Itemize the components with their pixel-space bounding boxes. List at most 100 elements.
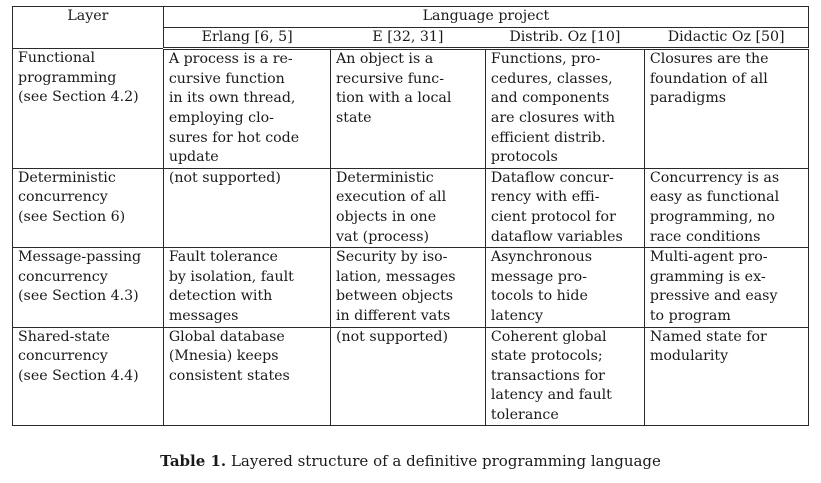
cell-line: latency and fault — [490, 387, 612, 404]
cell-line: dataflow variables — [490, 228, 623, 245]
cell-line: in its own thread, — [168, 90, 296, 107]
cell-line: tocols to hide — [490, 288, 588, 305]
cell-line: foundation of all — [649, 70, 768, 87]
caption-text: Layered structure of a definitive progra… — [230, 452, 661, 470]
layer-line: concurrency — [18, 189, 108, 206]
cell-line: easy as functional — [649, 189, 780, 206]
layer-header: Layer — [12, 5, 164, 50]
layer-line: (see Section 6) — [18, 208, 126, 225]
cell-line: Deterministic — [335, 169, 434, 186]
cell-line: Coherent global — [490, 328, 607, 345]
cell-line: between objects — [335, 288, 454, 305]
cell-line: state protocols; — [490, 348, 603, 365]
table-caption: Table 1. Layered structure of a definiti… — [0, 452, 821, 470]
cell-line: cient protocol for — [490, 208, 616, 225]
cell-line: paradigms — [649, 90, 727, 107]
cell-line: efficient distrib. — [490, 129, 606, 146]
cell-line: update — [168, 149, 219, 166]
cell-line: to program — [649, 307, 731, 324]
cell-line: employing clo- — [168, 109, 274, 126]
cell-line: (Mnesia) keeps — [168, 348, 279, 365]
table-body: Functional programming (see Section 4.2) A … — [12, 48, 810, 427]
cell-e: An object is a recursive func-tion with a… — [329, 48, 486, 169]
caption-label: Table 1. — [160, 452, 227, 470]
cell-didactic-oz: Multi-agent pro-gramming is ex-pressive … — [643, 247, 810, 328]
cell-didactic-oz: Named state for modularity — [643, 326, 810, 427]
cell-distrib-oz: Asynchronous message pro-tocols to hide la… — [484, 247, 645, 328]
cell-line: tolerance — [490, 406, 559, 423]
cell-line: gramming is ex- — [649, 268, 766, 285]
column-header-distrib-oz: Distrib. Oz [10] — [485, 27, 645, 51]
cell-line: execution of all — [335, 189, 447, 206]
cell-line: latency — [490, 307, 544, 324]
cell-line: cedures, classes, — [490, 70, 613, 87]
layer-line: programming — [18, 69, 117, 86]
cell-line: consistent states — [168, 367, 290, 384]
cell-line: race conditions — [649, 228, 761, 245]
layer-line: concurrency — [18, 348, 108, 365]
cell-line: lation, messages — [335, 268, 456, 285]
column-header-didactic-oz: Didactic Oz [50] — [644, 27, 810, 51]
layer-cell: Functional programming (see Section 4.2) — [12, 48, 164, 169]
cell-line: (not supported) — [168, 169, 281, 186]
cell-line: transactions for — [490, 367, 605, 384]
cell-line: An object is a — [335, 51, 434, 68]
cell-distrib-oz: Coherent global state protocols; transacti… — [484, 326, 645, 427]
cell-line: Concurrency is as — [649, 169, 780, 186]
cell-didactic-oz: Closures are the foundation of all paradig… — [643, 48, 810, 169]
layer-cell: Shared-state concurrency (see Section 4.4) — [12, 326, 164, 427]
cell-line: Functions, pro- — [490, 51, 601, 68]
cell-line: sures for hot code — [168, 129, 300, 146]
layer-line: concurrency — [18, 268, 108, 285]
cell-didactic-oz: Concurrency is as easy as functional progr… — [643, 167, 810, 249]
column-header-e: E [32, 31] — [330, 27, 486, 51]
cell-line: and components — [490, 90, 610, 107]
layer-line: Deterministic — [18, 169, 116, 186]
cell-e: (not supported) — [329, 326, 486, 427]
cell-line: modularity — [649, 348, 729, 365]
table-row: Message-passing concurrency (see Section 4… — [12, 247, 810, 328]
layer-line: (see Section 4.2) — [18, 89, 139, 106]
cell-line: objects in one — [335, 208, 437, 225]
cell-line: messages — [168, 307, 239, 324]
cell-line: Dataflow concur- — [490, 169, 614, 186]
cell-e: Security by iso-lation, messages between … — [329, 247, 486, 328]
cell-line: by isolation, fault — [168, 268, 294, 285]
table-row: Functional programming (see Section 4.2) A … — [12, 48, 810, 169]
cell-erlang: A process is a re-cursive function in its… — [162, 48, 331, 169]
cell-line: A process is a re- — [168, 51, 293, 68]
cell-line: Global database — [168, 328, 285, 345]
layer-cell: Deterministic concurrency (see Section 6) — [12, 167, 164, 249]
cell-line: are closures with — [490, 109, 615, 126]
cell-distrib-oz: Functions, pro-cedures, classes, and comp… — [484, 48, 645, 169]
cell-line: recursive func- — [335, 70, 445, 87]
cell-line: in different vats — [335, 307, 451, 324]
layer-line: Shared-state — [18, 328, 110, 345]
cell-line: Asynchronous — [490, 249, 593, 266]
cell-line: vat (process) — [335, 228, 430, 245]
cell-line: cursive function — [168, 70, 285, 87]
cell-erlang: Global database (Mnesia) keeps consistent … — [162, 326, 331, 427]
table-container: Layer Language project Erlang [6, 5] E [… — [12, 5, 810, 427]
cell-line: programming, no — [649, 208, 775, 225]
cell-line: Security by iso- — [335, 249, 448, 266]
cell-line: Fault tolerance — [168, 249, 278, 266]
layer-cell: Message-passing concurrency (see Section 4… — [12, 247, 164, 328]
table-row: Deterministic concurrency (see Section 6) (… — [12, 167, 810, 249]
cell-line: detection with — [168, 288, 273, 305]
language-project-header: Language project — [162, 6, 810, 28]
layer-line: (see Section 4.3) — [18, 288, 139, 305]
cell-line: rency with effi- — [490, 189, 600, 206]
cell-line: pressive and easy — [649, 288, 778, 305]
cell-line: tion with a local — [335, 90, 452, 107]
cell-e: Deterministic execution of all objects in … — [329, 167, 486, 249]
cell-line: protocols — [490, 149, 558, 166]
cell-line: Closures are the — [649, 51, 769, 68]
layer-line: Functional — [18, 50, 95, 67]
cell-line: state — [335, 109, 372, 126]
cell-line: Multi-agent pro- — [649, 249, 768, 266]
cell-line: (not supported) — [335, 328, 449, 345]
layer-line: Message-passing — [18, 249, 142, 266]
table-row: Shared-state concurrency (see Section 4.4)… — [12, 326, 810, 427]
layer-line: (see Section 4.4) — [18, 367, 139, 384]
